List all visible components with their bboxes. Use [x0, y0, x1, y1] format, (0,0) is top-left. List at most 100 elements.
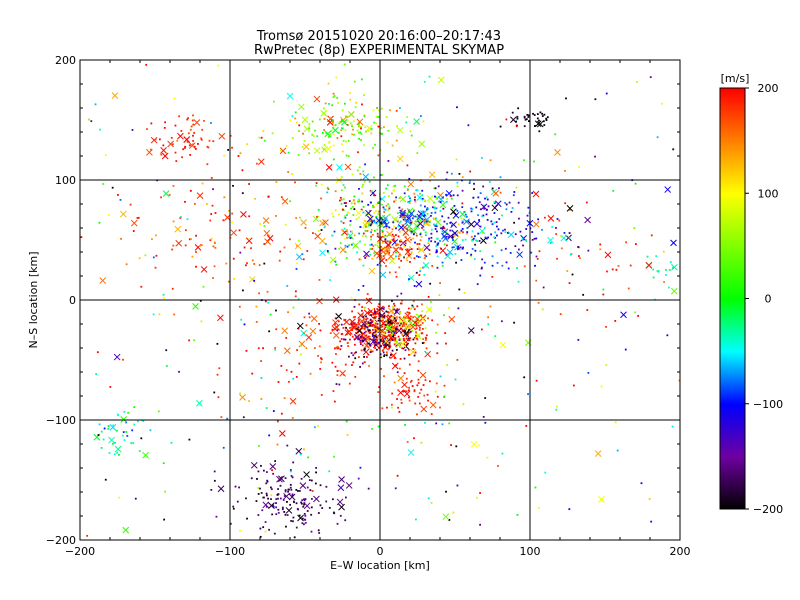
data-point: [352, 128, 354, 131]
data-point: [253, 263, 256, 265]
data-point-cross: [407, 319, 415, 327]
data-point: [445, 490, 447, 493]
colorbar-band: [720, 475, 745, 477]
data-point-cross: [188, 142, 196, 149]
data-point: [402, 214, 405, 217]
data-point: [493, 236, 496, 239]
colorbar-band: [720, 505, 745, 507]
data-point: [334, 209, 337, 212]
data-point: [342, 198, 345, 200]
data-point: [535, 255, 538, 258]
data-point: [370, 228, 373, 231]
data-point: [294, 117, 297, 120]
data-point: [256, 478, 258, 480]
data-point: [385, 265, 387, 267]
data-point: [634, 311, 637, 314]
colorbar-band: [720, 269, 745, 271]
data-point: [343, 227, 346, 230]
data-point: [554, 133, 557, 136]
data-point: [363, 180, 366, 183]
colorbar-band: [720, 122, 745, 124]
data-point: [364, 229, 367, 232]
data-point: [344, 129, 347, 132]
data-point: [390, 326, 392, 329]
data-point: [375, 203, 378, 206]
colorbar-band: [720, 277, 745, 279]
data-point: [284, 513, 287, 516]
data-point: [179, 216, 182, 218]
data-point: [302, 132, 304, 135]
colorbar-band: [720, 154, 745, 156]
data-point: [487, 236, 490, 239]
colorbar-tick-label: 200: [758, 82, 779, 95]
data-point: [501, 452, 504, 455]
colorbar-band: [720, 317, 745, 319]
data-point: [435, 198, 438, 200]
data-point: [276, 493, 279, 496]
data-point: [406, 326, 409, 329]
data-point: [261, 509, 264, 512]
colorbar-band: [720, 119, 745, 121]
data-point: [381, 337, 384, 340]
data-point-cross: [310, 315, 318, 322]
data-point: [374, 326, 377, 329]
data-point: [343, 102, 346, 105]
data-point-cross: [363, 309, 371, 317]
data-point: [577, 255, 580, 257]
data-point: [129, 203, 132, 206]
data-point: [456, 194, 459, 197]
data-point: [199, 244, 202, 247]
colorbar-band: [720, 465, 745, 467]
colorbar-band: [720, 307, 745, 309]
data-point: [353, 352, 356, 355]
data-point: [429, 282, 432, 285]
data-point-cross: [407, 180, 415, 188]
data-point: [418, 248, 421, 251]
data-point: [572, 384, 575, 387]
data-point: [457, 247, 459, 250]
data-point: [390, 354, 392, 356]
data-point: [197, 143, 199, 145]
colorbar-band: [720, 419, 745, 421]
colorbar-band: [720, 442, 745, 444]
data-point: [303, 512, 306, 515]
data-point: [364, 163, 367, 166]
data-point: [375, 215, 378, 218]
colorbar-band: [720, 499, 745, 501]
colorbar-band: [720, 115, 745, 117]
data-point: [400, 402, 403, 404]
data-point: [331, 234, 333, 237]
data-point: [650, 520, 653, 523]
data-point: [295, 526, 298, 529]
data-point: [397, 255, 400, 258]
data-point: [334, 322, 337, 325]
data-point: [271, 513, 274, 516]
colorbar-band: [720, 303, 745, 305]
data-point: [434, 211, 437, 214]
data-point: [372, 328, 374, 331]
data-point: [158, 313, 161, 316]
data-point: [350, 296, 353, 299]
colorbar-band: [720, 334, 745, 336]
data-point: [504, 231, 507, 234]
data-point: [340, 345, 343, 347]
colorbar-band: [720, 137, 745, 139]
data-point: [334, 190, 337, 193]
data-point: [602, 293, 605, 296]
data-point: [470, 210, 473, 213]
data-point: [394, 217, 397, 220]
data-point: [392, 336, 395, 339]
data-point-cross: [437, 76, 445, 84]
data-point: [357, 336, 360, 339]
colorbar-band: [720, 182, 745, 184]
data-point: [370, 190, 373, 193]
colorbar-band: [720, 287, 745, 289]
data-point-cross: [268, 502, 275, 510]
data-point: [399, 230, 401, 233]
colorbar-band: [720, 368, 745, 370]
data-point: [380, 225, 383, 228]
data-point: [362, 183, 364, 186]
data-point: [339, 348, 342, 351]
colorbar-band: [720, 113, 745, 115]
data-point: [477, 214, 479, 217]
